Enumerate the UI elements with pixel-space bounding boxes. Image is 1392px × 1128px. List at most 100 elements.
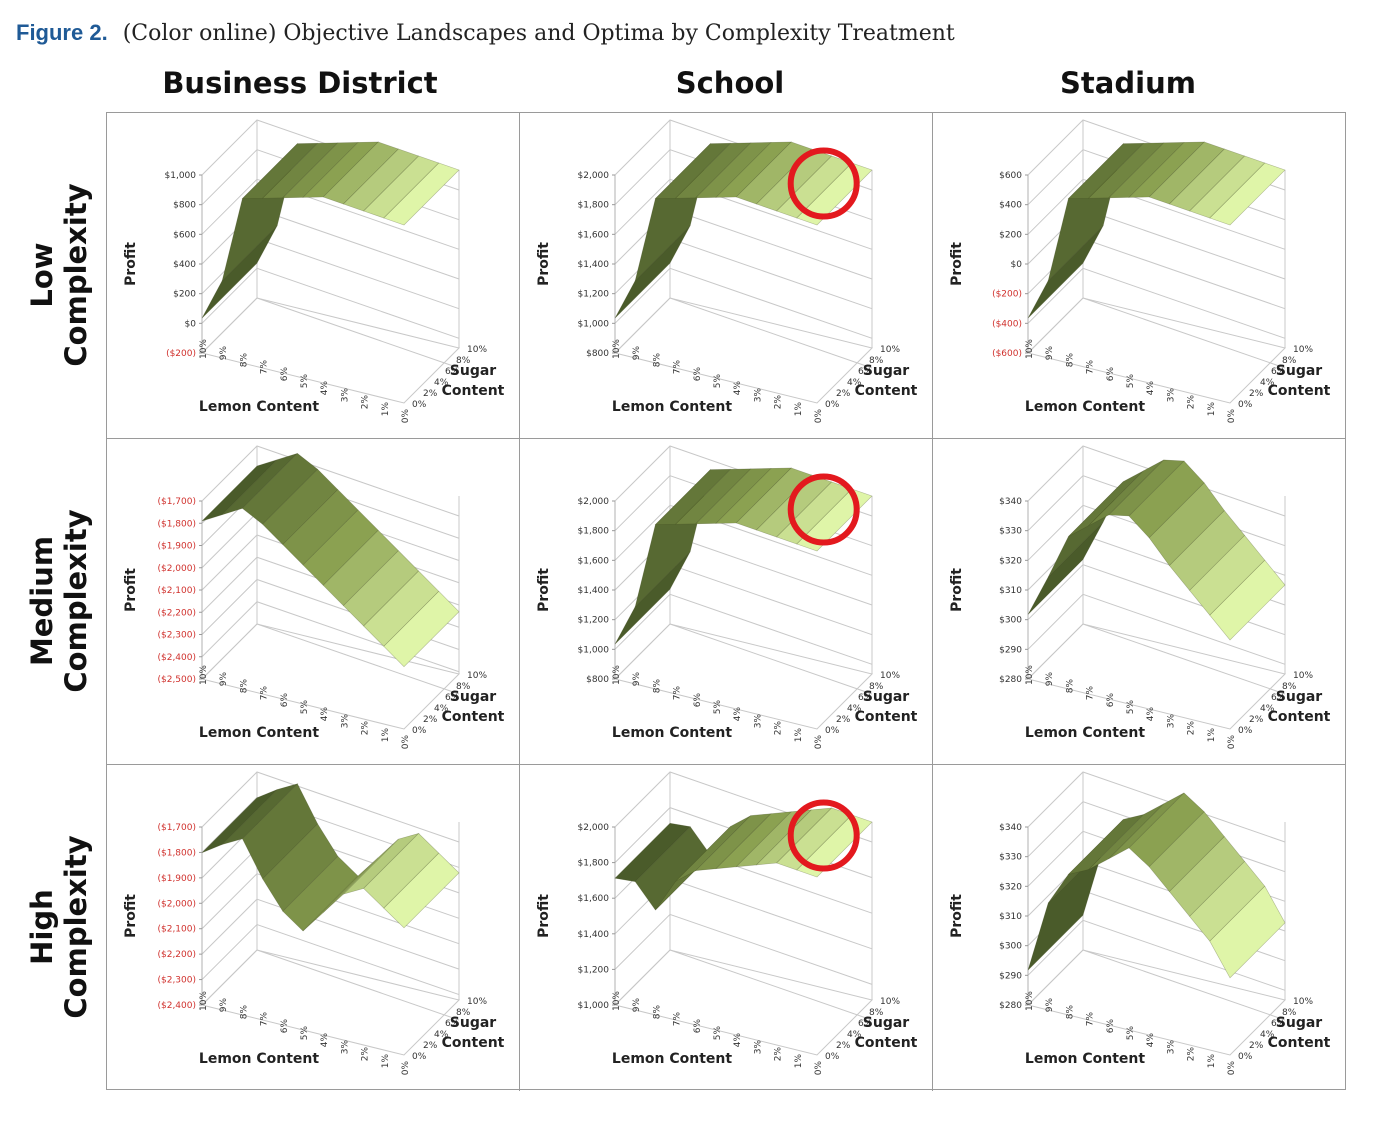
z-tick-label: 6% xyxy=(445,693,460,703)
x-tick-label: 6% xyxy=(693,1019,703,1034)
z-tick-label: 0% xyxy=(412,726,427,736)
z-axis-title: Sugar Content xyxy=(1268,363,1331,399)
y-tick-label: ($200) xyxy=(992,290,1022,300)
x-tick-label: 3% xyxy=(340,388,350,403)
z-tick-label: 10% xyxy=(880,345,900,355)
x-tick-label: 5% xyxy=(300,700,310,715)
x-tick-label: 1% xyxy=(794,1054,804,1069)
x-tick-label: 9% xyxy=(219,998,229,1013)
z-tick-label: 10% xyxy=(1293,345,1313,355)
y-axis-title: Profit xyxy=(536,894,552,938)
row-header-high: High Complexity xyxy=(14,764,104,1090)
z-tick-label: 10% xyxy=(1293,671,1313,681)
x-tick-label: 0% xyxy=(1227,735,1237,750)
x-tick-label: 3% xyxy=(753,1040,763,1055)
y-tick-label: ($200) xyxy=(166,349,196,359)
chart-panel: $2,000 $1,800 $1,600 $1,400 $1,200 $1,000 $800… xyxy=(520,439,933,765)
z-tick-label: 6% xyxy=(445,367,460,377)
y-tick-label: $1,000 xyxy=(578,645,610,655)
z-tick-label: 8% xyxy=(1282,682,1297,692)
profit-surface xyxy=(201,783,460,932)
x-axis-title: Lemon Content xyxy=(612,399,732,415)
z-axis-title: Sugar Content xyxy=(442,363,505,399)
surface-chart: $2,000 $1,800 $1,600 $1,400 $1,200 $1,000 $800… xyxy=(536,119,918,423)
y-tick-label: ($1,800) xyxy=(157,519,196,529)
z-axis-title: Sugar Content xyxy=(1268,689,1331,725)
x-tick-label: 4% xyxy=(1146,707,1156,722)
x-tick-label: 10% xyxy=(1025,339,1035,359)
row-header-high-line2: Complexity xyxy=(59,835,93,1019)
z-axis-title: Sugar Content xyxy=(855,1015,918,1051)
y-tick-label: $300 xyxy=(999,942,1022,952)
surface-chart: $2,000 $1,800 $1,600 $1,400 $1,200 $1,000 $800… xyxy=(536,445,918,749)
y-tick-label: ($2,400) xyxy=(157,1001,196,1011)
y-tick-label: ($2,300) xyxy=(157,976,196,986)
z-tick-label: 2% xyxy=(1249,389,1264,399)
z-tick-label: 4% xyxy=(1260,704,1275,714)
column-header-stadium: Stadium xyxy=(1060,66,1196,100)
z-tick-label: 6% xyxy=(858,1019,873,1029)
x-tick-label: 7% xyxy=(260,686,270,701)
z-tick-label: 2% xyxy=(836,715,851,725)
y-tick-label: $300 xyxy=(999,616,1022,626)
profit-surface xyxy=(614,467,873,645)
x-tick-label: 4% xyxy=(320,381,330,396)
x-tick-label: 0% xyxy=(1227,1061,1237,1076)
z-axis-title: Sugar Content xyxy=(1268,1015,1331,1051)
y-tick-label: ($1,700) xyxy=(157,497,196,507)
x-axis-title: Lemon Content xyxy=(612,725,732,741)
y-tick-label: $1,800 xyxy=(578,201,610,211)
x-tick-label: 7% xyxy=(1086,1012,1096,1027)
x-axis-title: Lemon Content xyxy=(199,399,319,415)
x-tick-label: 0% xyxy=(401,1061,411,1076)
chart-panel: $340 $330 $320 $310 $300 $290 $280 10% 9% 8% 7% 6% 5… xyxy=(933,439,1346,765)
x-tick-label: 6% xyxy=(693,693,703,708)
optimum-circle xyxy=(787,473,860,546)
x-tick-label: 0% xyxy=(1227,409,1237,424)
z-tick-label: 4% xyxy=(434,1030,449,1040)
profit-surface xyxy=(614,141,873,319)
surface-chart: $340$330$320$310$300$290$280 10% 9% 8% 7% 6% 5… xyxy=(949,445,1331,750)
y-tick-label: $330 xyxy=(999,853,1022,863)
x-tick-label: 3% xyxy=(753,388,763,403)
y-tick-label: $1,000 xyxy=(578,1001,610,1011)
x-tick-label: 10% xyxy=(199,991,209,1011)
z-tick-label: 10% xyxy=(467,345,487,355)
x-tick-label: 8% xyxy=(1065,1005,1075,1020)
y-tick-label: $2,000 xyxy=(578,823,610,833)
profit-surface xyxy=(1027,459,1286,641)
y-tick-label: $600 xyxy=(999,171,1022,181)
y-tick-label: ($600) xyxy=(992,349,1022,359)
y-tick-label: $1,200 xyxy=(578,965,610,975)
surface-strip xyxy=(1209,559,1286,641)
x-axis-title: Lemon Content xyxy=(1025,725,1145,741)
x-tick-label: 5% xyxy=(713,374,723,389)
z-tick-label: 2% xyxy=(423,389,438,399)
z-tick-label: 10% xyxy=(467,671,487,681)
y-tick-label: ($2,000) xyxy=(157,564,196,574)
z-tick-label: 0% xyxy=(1238,1052,1253,1062)
z-tick-label: 6% xyxy=(858,693,873,703)
z-tick-label: 2% xyxy=(1249,715,1264,725)
x-tick-label: 6% xyxy=(280,1019,290,1034)
y-tick-label: ($2,400) xyxy=(157,653,196,663)
x-tick-label: 10% xyxy=(612,991,622,1011)
x-tick-label: 10% xyxy=(612,339,622,359)
y-axis-title: Profit xyxy=(949,894,965,938)
z-tick-label: 8% xyxy=(1282,1008,1297,1018)
z-tick-label: 6% xyxy=(1271,693,1286,703)
x-tick-label: 0% xyxy=(814,1061,824,1076)
y-tick-label: $2,000 xyxy=(578,171,610,181)
x-tick-label: 7% xyxy=(260,360,270,375)
x-tick-label: 7% xyxy=(1086,360,1096,375)
chart-panel: $340 $330 $320 $310 $300 $290 $280 10% 9% 8% 7% 6% 5… xyxy=(933,765,1346,1091)
y-tick-label: ($2,100) xyxy=(157,925,196,935)
x-tick-label: 8% xyxy=(1065,353,1075,368)
y-tick-label: ($1,900) xyxy=(157,874,196,884)
y-tick-label: $340 xyxy=(999,823,1022,833)
z-tick-label: 0% xyxy=(825,726,840,736)
y-tick-label: $1,400 xyxy=(578,930,610,940)
figure-grid: $1,000 $800 $600 $400 $200 $0 ($200) 10% 9% 8% 7% 6… xyxy=(106,112,1346,1091)
x-tick-label: 3% xyxy=(1166,1040,1176,1055)
z-axis-title: Sugar Content xyxy=(855,689,918,725)
